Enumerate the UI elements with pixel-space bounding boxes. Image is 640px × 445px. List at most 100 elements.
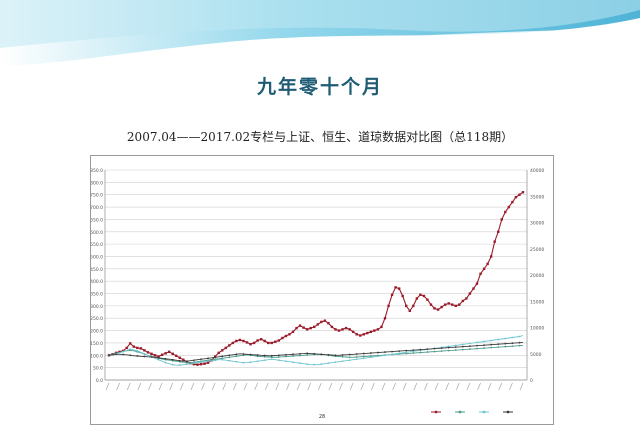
data-point-column [330, 325, 334, 329]
data-point-dow [129, 354, 132, 357]
data-point-shanghai [263, 355, 266, 358]
data-point-shanghai [497, 346, 500, 349]
data-point-column [221, 349, 224, 352]
data-point-column [408, 309, 411, 313]
y-right-tick-label: 10000 [530, 326, 544, 332]
slide-title: 九年零十个月 [256, 76, 383, 98]
data-point-column [351, 330, 355, 334]
data-point-hangseng [171, 363, 174, 366]
data-point-dow [461, 345, 464, 348]
x-tick-mark [445, 382, 449, 391]
y-left-tick-label: 650.0 [91, 217, 103, 223]
data-point-column [256, 339, 259, 342]
x-tick-mark [148, 382, 152, 391]
data-point-hangseng [242, 361, 245, 364]
chart-footer-label: 28 [319, 414, 325, 420]
data-point-hangseng [306, 363, 309, 366]
data-point-column [341, 328, 344, 331]
data-point-hangseng [193, 362, 195, 365]
data-point-dow [518, 341, 521, 344]
legend-marker-dow [506, 410, 510, 414]
data-point-dow [341, 354, 344, 356]
data-point-dow [440, 347, 443, 350]
data-point-dow [256, 354, 259, 356]
data-point-column [380, 325, 383, 329]
data-point-column [210, 359, 213, 362]
data-point-column [521, 191, 525, 194]
x-tick-mark [105, 382, 110, 391]
x-tick-mark [126, 382, 131, 391]
data-point-dow [313, 352, 316, 355]
data-point-hangseng [136, 349, 139, 352]
data-point-dow [405, 349, 408, 352]
data-point-column [433, 307, 436, 310]
data-point-dow [391, 350, 393, 353]
data-point-column [270, 341, 273, 345]
data-point-dow [143, 355, 146, 358]
data-point-column [277, 339, 281, 342]
data-point-column [189, 362, 192, 365]
data-point-dow [490, 343, 493, 346]
data-point-shanghai [185, 361, 188, 364]
data-point-dow [136, 355, 139, 357]
y-right-tick-label: 40000 [530, 168, 544, 174]
data-point-shanghai [412, 352, 415, 354]
data-point-column [217, 351, 220, 355]
x-tick-mark [296, 382, 301, 391]
data-point-column [475, 282, 479, 285]
x-tick-mark [222, 382, 227, 391]
data-point-column [288, 333, 291, 336]
data-point-column [196, 363, 199, 366]
data-point-dow [157, 356, 160, 359]
y-right-tick-label: 20000 [530, 273, 544, 279]
data-point-shanghai [469, 348, 471, 351]
data-point-column [175, 354, 178, 357]
data-point-dow [249, 353, 252, 356]
data-point-column [249, 342, 252, 346]
data-point-column [143, 349, 146, 352]
data-point-hangseng [228, 359, 231, 362]
x-tick-mark [413, 382, 418, 391]
data-point-hangseng [391, 353, 393, 356]
data-point-dow [285, 353, 287, 356]
data-point-hangseng [313, 363, 316, 366]
data-point-hangseng [447, 345, 450, 348]
data-point-dow [122, 353, 125, 356]
data-point-hangseng [277, 359, 280, 362]
data-point-hangseng [469, 342, 471, 345]
data-point-dow [412, 349, 415, 352]
x-tick-mark [286, 382, 290, 391]
data-point-hangseng [483, 340, 485, 343]
y-right-tick-label: 15000 [530, 299, 544, 305]
data-point-hangseng [207, 360, 209, 363]
data-point-shanghai [490, 346, 493, 349]
x-tick-mark [169, 382, 173, 391]
data-point-column [468, 292, 472, 295]
data-point-column [323, 319, 327, 322]
series-line-dow [108, 341, 524, 362]
data-point-column [164, 352, 167, 355]
data-point-hangseng [369, 356, 372, 359]
data-point-dow [221, 355, 224, 358]
data-point-hangseng [129, 348, 132, 351]
x-tick-mark [318, 382, 322, 391]
data-point-shanghai [129, 349, 132, 352]
data-point-dow [242, 353, 245, 355]
data-point-hangseng [122, 350, 125, 353]
data-point-column [486, 262, 489, 266]
data-point-column [160, 353, 164, 356]
y-right-tick-label: 35000 [530, 194, 544, 200]
data-point-hangseng [398, 352, 401, 355]
y-left-tick-label: 550.0 [91, 242, 103, 248]
data-point-dow [369, 352, 372, 354]
data-point-dow [398, 350, 401, 352]
data-point-column [334, 328, 337, 331]
data-point-column [203, 362, 206, 365]
data-point-column [447, 302, 450, 305]
data-point-hangseng [490, 339, 493, 342]
x-tick-mark [434, 382, 439, 391]
data-point-dow [228, 354, 231, 357]
data-point-dow [469, 345, 471, 348]
data-point-shanghai [511, 345, 514, 348]
